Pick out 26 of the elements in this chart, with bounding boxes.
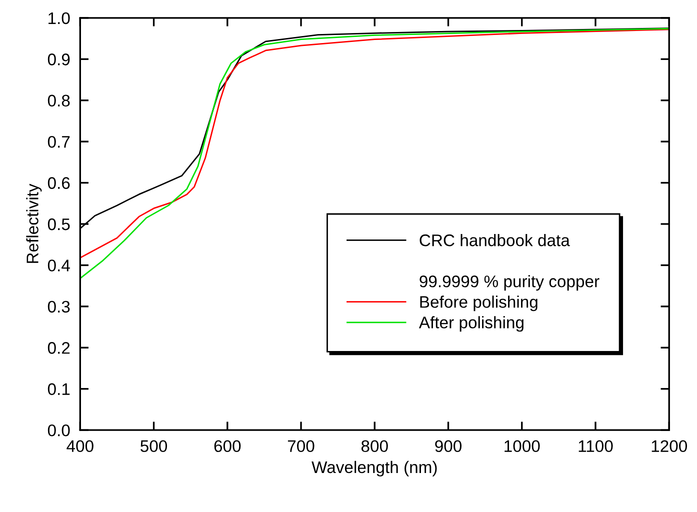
- x-tick-label: 400: [66, 440, 94, 452]
- y-tick-label: 0.5: [48, 218, 70, 230]
- y-tick-label: 0.8: [48, 94, 70, 107]
- y-tick-label: 0.6: [48, 177, 70, 189]
- x-tick-label: 600: [214, 440, 241, 452]
- y-axis-title: Reflectivity: [26, 184, 42, 263]
- legend-title: 99.9999 % purity copper: [420, 275, 600, 291]
- y-tick-label: 0.3: [48, 300, 70, 313]
- y-tick-label: 1.0: [48, 12, 70, 24]
- legend-label: After polishing: [418, 316, 524, 332]
- x-tick-label: 1100: [578, 440, 613, 452]
- y-tick-label: 0.9: [48, 54, 70, 66]
- legend-label: CRC handbook data: [420, 234, 570, 246]
- y-tick-label: 0.4: [48, 260, 70, 272]
- y-tick-label: 0.2: [48, 342, 70, 354]
- y-tick-label: 0.1: [48, 383, 70, 396]
- x-tick-label: 900: [435, 440, 462, 452]
- x-tick-label: 700: [288, 440, 314, 452]
- x-tick-label: 1000: [504, 440, 540, 452]
- x-axis-title: Wavelength (nm): [312, 460, 437, 476]
- legend-label: Before polishing: [420, 296, 538, 312]
- y-tick-label: 0.0: [48, 424, 70, 436]
- x-tick-label: 500: [140, 440, 168, 452]
- x-tick-label: 800: [361, 440, 388, 452]
- x-tick-label: 1200: [652, 440, 688, 452]
- y-tick-label: 0.7: [48, 136, 70, 148]
